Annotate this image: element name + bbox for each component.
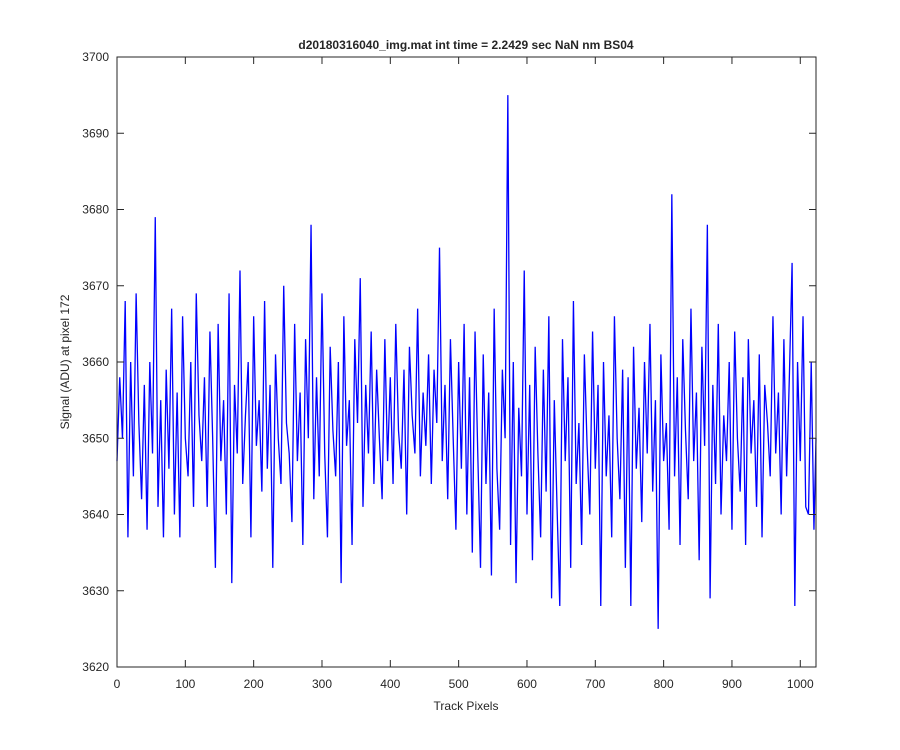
chart-title: d20180316040_img.mat int time = 2.2429 s… (298, 38, 634, 52)
y-tick-label: 3700 (82, 50, 109, 64)
y-tick-label: 3690 (82, 126, 109, 140)
x-tick-label: 200 (244, 677, 264, 691)
y-tick-label: 3640 (82, 508, 109, 522)
y-tick-label: 3620 (82, 660, 109, 674)
x-tick-label: 500 (449, 677, 469, 691)
y-tick-label: 3660 (82, 355, 109, 369)
x-axis-label: Track Pixels (434, 699, 499, 713)
y-tick-label: 3680 (82, 203, 109, 217)
x-tick-label: 400 (380, 677, 400, 691)
y-axis-label: Signal (ADU) at pixel 172 (58, 294, 72, 429)
y-tick-label: 3670 (82, 279, 109, 293)
x-tick-label: 700 (585, 677, 605, 691)
x-tick-label: 0 (114, 677, 121, 691)
x-tick-label: 100 (175, 677, 195, 691)
y-tick-label: 3650 (82, 431, 109, 445)
x-tick-label: 800 (654, 677, 674, 691)
x-tick-label: 900 (722, 677, 742, 691)
y-tick-label: 3630 (82, 584, 109, 598)
x-tick-label: 600 (517, 677, 537, 691)
x-tick-label: 1000 (787, 677, 814, 691)
x-tick-label: 300 (312, 677, 332, 691)
data-line (116, 95, 817, 629)
